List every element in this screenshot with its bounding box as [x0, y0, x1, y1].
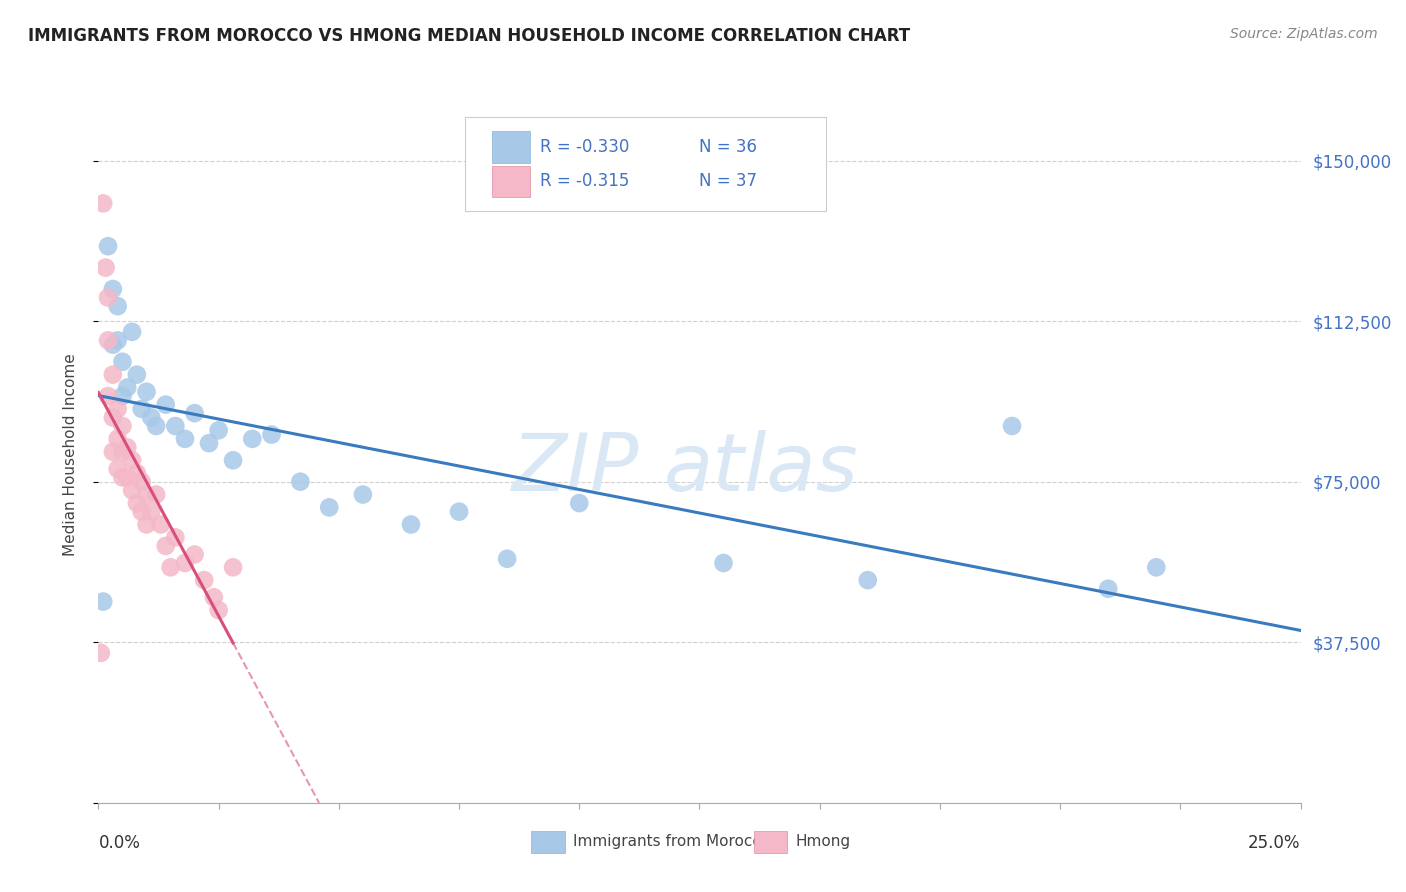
- Point: [101, 410, 124, 425]
- Text: IMMIGRANTS FROM MOROCCO VS HMONG MEDIAN HOUSEHOLD INCOME CORRELATION CHART: IMMIGRANTS FROM MOROCCO VS HMONG MEDIAN …: [28, 27, 910, 45]
- Point: [111, 470, 134, 484]
- Text: 0.0%: 0.0%: [98, 834, 141, 852]
- Point: [222, 453, 245, 467]
- Point: [97, 291, 120, 305]
- Point: [101, 444, 124, 458]
- Point: [97, 239, 120, 253]
- Point: [111, 389, 134, 403]
- Point: [107, 462, 129, 476]
- Point: [208, 603, 231, 617]
- Point: [155, 539, 177, 553]
- Point: [198, 436, 221, 450]
- Point: [90, 646, 112, 660]
- Point: [1097, 582, 1119, 596]
- Text: R = -0.330: R = -0.330: [540, 137, 628, 156]
- Point: [149, 517, 172, 532]
- Point: [107, 401, 129, 416]
- Point: [399, 517, 422, 532]
- Point: [91, 196, 114, 211]
- Point: [117, 380, 139, 394]
- Point: [94, 260, 117, 275]
- Point: [145, 419, 167, 434]
- Point: [91, 594, 114, 608]
- Text: N = 36: N = 36: [700, 137, 758, 156]
- Point: [111, 355, 134, 369]
- Text: ZIP: ZIP: [512, 430, 640, 508]
- Point: [111, 444, 134, 458]
- Point: [159, 560, 181, 574]
- Text: Immigrants from Morocco: Immigrants from Morocco: [574, 834, 770, 849]
- Text: Hmong: Hmong: [796, 834, 851, 849]
- Point: [174, 556, 197, 570]
- Point: [174, 432, 197, 446]
- Point: [183, 548, 205, 562]
- Point: [447, 505, 470, 519]
- Point: [135, 384, 157, 399]
- Point: [183, 406, 205, 420]
- Point: [97, 389, 120, 403]
- Point: [856, 573, 879, 587]
- Point: [1144, 560, 1167, 574]
- Point: [101, 337, 124, 351]
- Point: [496, 551, 519, 566]
- Text: N = 37: N = 37: [700, 172, 758, 191]
- Point: [125, 368, 148, 382]
- Point: [141, 505, 163, 519]
- Point: [202, 591, 225, 605]
- Point: [145, 487, 167, 501]
- Point: [240, 432, 263, 446]
- Point: [117, 441, 139, 455]
- Point: [318, 500, 340, 515]
- Point: [121, 453, 143, 467]
- Point: [131, 475, 153, 489]
- Point: [260, 427, 283, 442]
- Point: [208, 423, 231, 437]
- Point: [97, 334, 120, 348]
- Point: [193, 573, 215, 587]
- Point: [352, 487, 374, 501]
- Point: [135, 517, 157, 532]
- Point: [125, 466, 148, 480]
- FancyBboxPatch shape: [465, 118, 825, 211]
- Bar: [492, 166, 530, 197]
- Point: [131, 505, 153, 519]
- Point: [101, 282, 124, 296]
- Point: [165, 530, 187, 544]
- Text: 25.0%: 25.0%: [1249, 834, 1301, 852]
- Point: [131, 401, 153, 416]
- Point: [155, 398, 177, 412]
- Point: [713, 556, 735, 570]
- Point: [125, 496, 148, 510]
- Point: [111, 419, 134, 434]
- Point: [107, 432, 129, 446]
- Point: [222, 560, 245, 574]
- Point: [107, 299, 129, 313]
- Bar: [754, 830, 787, 853]
- Text: atlas: atlas: [664, 430, 858, 508]
- Bar: [531, 830, 565, 853]
- Text: Source: ZipAtlas.com: Source: ZipAtlas.com: [1230, 27, 1378, 41]
- Point: [568, 496, 591, 510]
- Point: [101, 368, 124, 382]
- Text: R = -0.315: R = -0.315: [540, 172, 628, 191]
- Point: [165, 419, 187, 434]
- Y-axis label: Median Household Income: Median Household Income: [63, 353, 77, 557]
- Point: [290, 475, 312, 489]
- Point: [121, 325, 143, 339]
- Point: [141, 410, 163, 425]
- Point: [1001, 419, 1024, 434]
- Point: [121, 483, 143, 498]
- Bar: [492, 131, 530, 162]
- Point: [135, 487, 157, 501]
- Point: [117, 470, 139, 484]
- Point: [107, 334, 129, 348]
